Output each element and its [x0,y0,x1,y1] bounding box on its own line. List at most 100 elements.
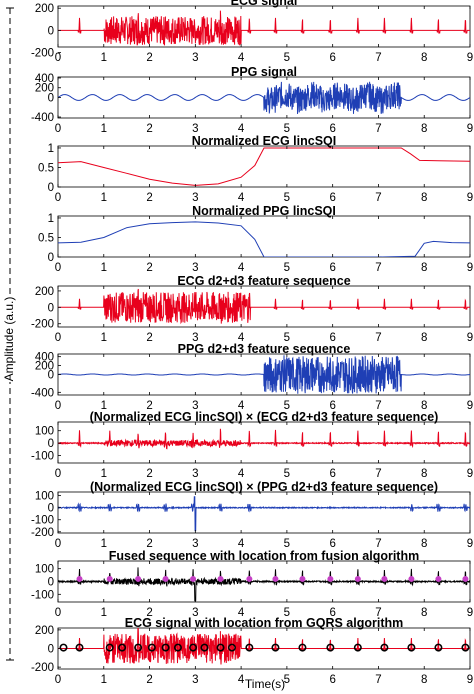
x-tick-label: 4 [238,332,245,344]
x-tick-label: 6 [329,123,335,135]
y-tick-label: -100 [31,589,54,601]
detection-marker [190,575,197,582]
x-tick-label: 4 [238,468,245,480]
x-tick-label: 4 [238,607,245,619]
x-tick-label: 2 [146,52,152,64]
panel-8: (Normalized ECG lincSQI) × (PPG d2+d3 fe… [31,480,473,550]
y-tick-label: 0.5 [38,232,54,244]
x-tick-label: 2 [146,607,152,619]
detection-marker [217,575,224,582]
x-tick-label: 9 [467,607,473,619]
y-tick-label: 100 [35,426,54,438]
x-tick-label: 4 [238,538,245,550]
x-tick-label: 7 [375,123,381,135]
detection-marker [216,643,225,652]
x-tick-label: 2 [146,468,152,480]
x-tick-label: 7 [375,52,381,64]
x-tick-label: 8 [421,400,427,412]
detection-marker [246,575,253,582]
x-tick-label: 4 [238,674,245,686]
x-tick-label: 5 [284,332,290,344]
x-tick-label: 8 [421,192,427,204]
x-tick-label: 4 [238,192,245,204]
panel-title: Normalized ECG lincSQI [192,134,336,148]
x-tick-label: 9 [467,468,473,480]
x-tick-label: 1 [101,468,107,480]
x-tick-label: 2 [146,192,152,204]
y-tick-label: 200 [35,625,54,637]
y-tick-label: 100 [35,564,54,576]
x-tick-label: 2 [146,538,152,550]
detection-marker [299,575,306,582]
x-tick-label: 1 [101,262,107,274]
axes-box [57,421,471,464]
x-tick-label: 5 [284,262,290,274]
x-tick-label: 9 [467,52,473,64]
detection-marker [245,643,254,652]
y-tick-label: -200 [31,662,54,674]
x-tick-label: 2 [146,123,152,135]
detection-marker [135,575,142,582]
x-tick-label: 3 [192,400,198,412]
detection-marker [173,643,182,652]
y-tick-label: 200 [35,286,54,298]
y-tick-label: 400 [35,73,54,85]
detection-marker [106,575,113,582]
x-tick-label: 1 [101,332,107,344]
panel-3: Normalized ECG lincSQI 0 1 2 3 4 5 6 7 8 9 0 0.5 1 [38,134,473,204]
y-tick-label: -200 [31,319,54,331]
x-tick-label: 2 [146,400,152,412]
x-tick-label: 1 [101,607,107,619]
x-tick-label: 7 [375,538,381,550]
y-tick-label: 0 [48,577,54,589]
x-tick-label: 7 [375,192,381,204]
axes-box [57,145,471,188]
x-tick-label: 0 [55,468,61,480]
detection-marker [161,643,170,652]
y-tick-label: -100 [31,451,54,463]
x-tick-label: 7 [375,674,381,686]
x-tick-label: 0 [55,674,61,686]
x-tick-label: 6 [329,52,335,64]
x-tick-label: 3 [192,674,198,686]
y-tick-label: 0 [48,503,54,515]
y-tick-label: 200 [35,361,54,373]
x-tick-label: 4 [238,400,245,412]
x-tick-label: 0 [55,538,61,550]
detection-marker [105,643,114,652]
y-tick-label: 200 [35,3,54,15]
x-tick-label: 4 [238,123,245,135]
y-axis-label: Amplitude (a.u.) [2,297,16,382]
series-line [58,147,470,186]
x-tick-label: 5 [284,538,290,550]
panel-4: Normalized PPG lincSQI 0 1 2 3 4 5 6 7 8 9 0 0.5 1 [38,204,473,274]
detection-marker [227,643,236,652]
x-tick-label: 7 [375,400,381,412]
x-tick-label: 7 [375,262,381,274]
axes-box [57,491,471,534]
y-tick-label: -100 [31,515,54,527]
detection-marker [326,643,335,652]
detection-marker [75,643,84,652]
detection-marker [271,643,280,652]
series-line [58,628,470,665]
y-tick-label: 0.5 [38,162,54,174]
x-tick-label: 0 [55,123,61,135]
x-tick-label: 7 [375,332,381,344]
detection-marker [76,575,83,582]
x-tick-label: 3 [192,52,198,64]
y-tick-label: 1 [48,143,54,155]
panel-7: (Normalized ECG lincSQI) × (ECG d2+d3 fe… [31,410,473,480]
x-tick-label: 6 [329,400,335,412]
detection-marker [434,643,443,652]
x-tick-label: 5 [284,192,290,204]
x-tick-label: 5 [284,607,290,619]
series-line [58,355,470,394]
detection-marker [298,643,307,652]
detection-marker [408,575,415,582]
detection-marker [59,643,68,652]
x-tick-label: 6 [329,332,335,344]
x-tick-label: 0 [55,192,61,204]
